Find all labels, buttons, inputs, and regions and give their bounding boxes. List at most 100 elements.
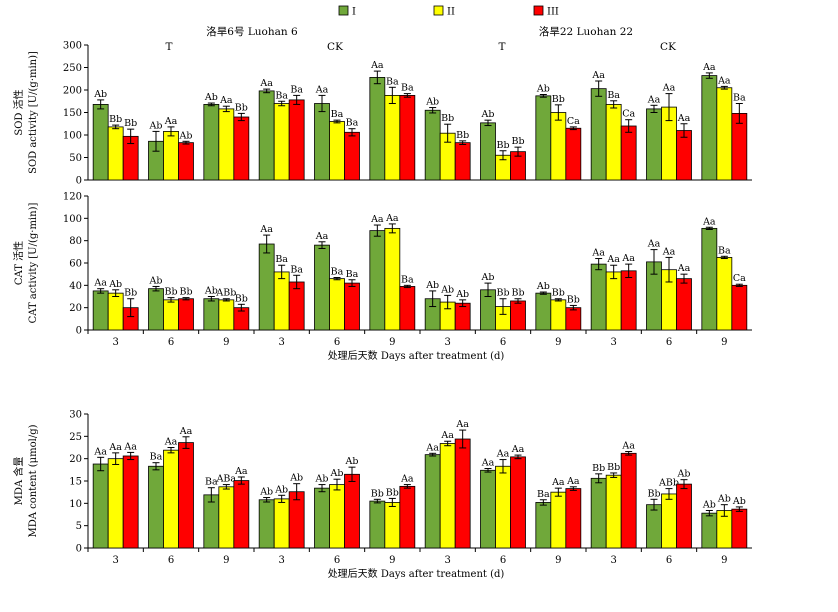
y-tick-label-sod: 0	[76, 176, 82, 187]
bar-cat-series3	[510, 300, 526, 331]
y-tick-label-cat: 20	[69, 303, 82, 314]
bar-sod-series1	[314, 103, 330, 181]
significance-label-cat: Ba	[401, 274, 414, 285]
bar-mda-series1	[535, 502, 552, 549]
bar-sod-series2	[550, 112, 567, 181]
significance-label-mda: Aa	[425, 442, 439, 453]
bar-mda-series2	[329, 484, 345, 549]
significance-label-sod: Ba	[290, 84, 303, 95]
significance-label-cat: Ab	[536, 281, 550, 292]
x-tick-label-cat: 9	[721, 337, 727, 348]
x-axis-title-cat: 处理后天数 Days after treatment (d)	[328, 349, 505, 362]
significance-label-sod: Ba	[331, 109, 344, 120]
significance-label-mda: Aa	[496, 449, 510, 460]
significance-label-cat: Bb	[496, 288, 509, 299]
y-tick-label-cat: 100	[63, 214, 82, 225]
significance-label-cat: Bb	[511, 288, 524, 299]
bar-sod-series2	[329, 121, 345, 181]
significance-label-mda: Ab	[677, 469, 691, 480]
y-axis-title-en-cat: CAT activity [U/(g·min)]	[28, 203, 39, 324]
significance-label-cat: Aa	[702, 216, 716, 227]
variety-right-label: 洛旱22 Luohan 22	[539, 25, 633, 38]
significance-label-cat: Bb	[235, 293, 248, 304]
significance-label-mda: Ab	[345, 456, 359, 467]
bar-cat-series3	[676, 278, 692, 331]
bar-cat-series1	[92, 290, 109, 331]
significance-label-mda: Ab	[702, 499, 716, 510]
significance-label-cat: Aa	[591, 248, 605, 259]
bar-sod-series1	[424, 109, 441, 181]
bar-mda-series2	[439, 443, 456, 549]
significance-label-mda: Aa	[234, 466, 248, 477]
significance-label-mda: Bb	[386, 487, 399, 498]
x-tick-label-mda: 9	[555, 555, 561, 566]
legend-swatch-1	[338, 5, 349, 16]
significance-label-mda: Aa	[179, 426, 193, 437]
bar-sod-series3	[676, 130, 692, 181]
significance-label-cat: Aa	[677, 263, 691, 274]
bar-cat-series1	[535, 292, 552, 331]
bar-sod-series2	[273, 103, 290, 181]
significance-label-mda: Aa	[93, 446, 107, 457]
treatment-label-ck-luohan22: CK	[660, 41, 676, 53]
bar-sod-series2	[218, 108, 235, 181]
significance-label-sod: Ba	[386, 76, 399, 87]
significance-label-sod: Ab	[536, 84, 550, 95]
bar-cat-series1	[701, 227, 718, 331]
y-tick-label-sod: 200	[63, 86, 82, 97]
x-tick-label-cat: 3	[112, 337, 118, 348]
bar-mda-series3	[233, 480, 250, 549]
significance-label-sod: Ab	[179, 130, 193, 141]
y-tick-label-mda: 30	[69, 410, 82, 421]
bar-mda-series2	[163, 449, 179, 549]
significance-label-sod: Ab	[481, 109, 495, 120]
significance-label-cat: Bb	[567, 294, 580, 305]
bar-mda-series2	[661, 493, 677, 549]
y-axis-title-cn-mda: MDA 含量	[12, 457, 25, 506]
x-tick-label-cat: 9	[389, 337, 395, 348]
legend: I II III	[338, 5, 559, 18]
bar-mda-series2	[218, 486, 235, 549]
bar-mda-series1	[480, 469, 496, 549]
bar-cat-series2	[550, 299, 567, 331]
treatment-headers: 洛旱6号 Luohan 6 洛旱22 Luohan 22 T CK T CK	[165, 25, 676, 53]
bar-mda-series2	[495, 465, 511, 549]
significance-label-sod: Aa	[702, 62, 716, 73]
significance-label-sod: Ba	[275, 90, 288, 101]
treatment-label-ck-luohan6: CK	[327, 41, 343, 53]
bar-sod-series3	[288, 99, 305, 181]
bar-mda-series1	[203, 494, 220, 549]
significance-label-sod: Bb	[552, 94, 565, 105]
bar-sod-series3	[399, 95, 416, 181]
x-tick-label-cat: 6	[500, 337, 506, 348]
bar-cat-series1	[203, 298, 220, 331]
significance-label-cat: Aa	[370, 214, 384, 225]
significance-label-sod: Aa	[164, 116, 178, 127]
bar-mda-series1	[590, 477, 607, 549]
significance-label-cat: Ba	[331, 267, 344, 278]
x-tick-label-mda: 3	[444, 555, 450, 566]
treatment-label-t-luohan6: T	[165, 41, 172, 53]
significance-label-cat: Aa	[606, 254, 620, 265]
bar-sod-series1	[480, 122, 496, 181]
y-axis-title-en-sod: SOD activity [U/(g·min)]	[28, 51, 39, 174]
significance-label-mda: ABb	[658, 478, 679, 489]
bar-cat-series3	[288, 281, 305, 331]
significance-label-mda: Aa	[108, 442, 122, 453]
x-tick-label-mda: 6	[334, 555, 340, 566]
significance-label-sod: Bb	[496, 140, 509, 151]
significance-label-sod: Aa	[591, 70, 605, 81]
treatment-label-t-luohan22: T	[498, 41, 505, 53]
y-axis-title-cn-cat: CAT 活性	[12, 241, 25, 285]
bar-mda-series1	[258, 499, 275, 549]
significance-label-mda: Aa	[621, 441, 635, 452]
bar-cat-series3	[565, 307, 582, 331]
y-tick-label-cat: 120	[63, 192, 82, 203]
significance-label-sod: Ab	[149, 120, 163, 131]
bar-sod-series3	[620, 125, 637, 181]
bar-sod-series3	[178, 142, 194, 181]
significance-label-cat: Ca	[733, 273, 746, 284]
x-tick-label-mda: 3	[610, 555, 616, 566]
legend-label-1: I	[352, 7, 356, 18]
bar-mda-series1	[646, 504, 662, 549]
